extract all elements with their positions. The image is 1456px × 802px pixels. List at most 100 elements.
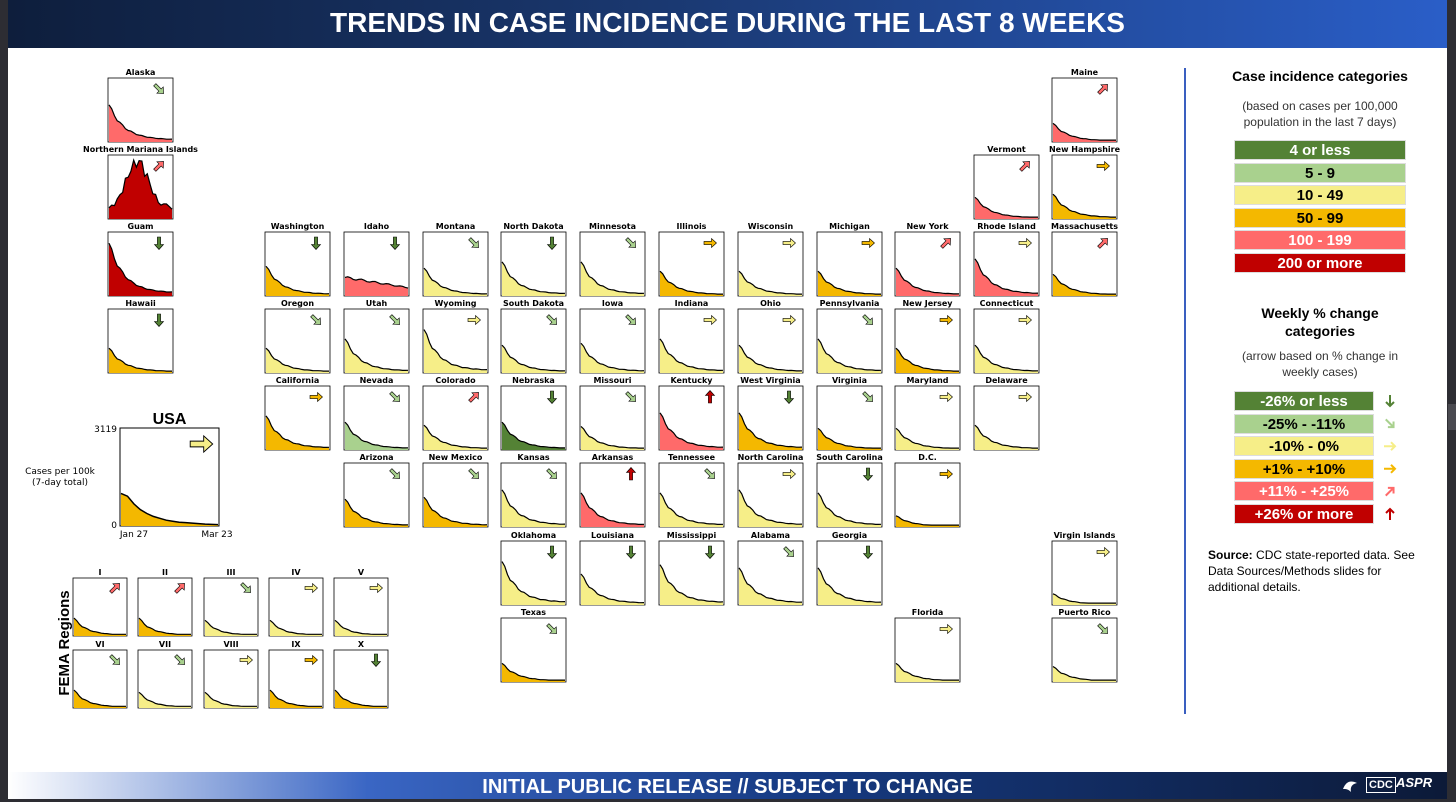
right-arrow-icon (1096, 160, 1110, 172)
tile-area (818, 567, 881, 605)
right-arrow-icon (1018, 314, 1032, 326)
tile-line (738, 489, 803, 525)
tile-area (424, 268, 487, 296)
incidence-category-1: 5 - 9 (1234, 162, 1406, 183)
tile-area (424, 329, 487, 373)
tile-minnesota: Minnesota (579, 222, 646, 297)
down-arrow-icon (783, 390, 795, 404)
tile-nevada: Nevada (343, 376, 410, 451)
down-right-arrow-icon (546, 623, 557, 634)
tile-label: Missouri (593, 376, 631, 385)
right-arrow-icon (861, 237, 875, 249)
tile-area (660, 271, 723, 296)
tile-line (73, 617, 126, 635)
tile-line (659, 564, 724, 603)
tile-area (581, 261, 644, 296)
tile-label: IV (291, 568, 301, 577)
right-arrow-icon (369, 582, 383, 594)
source-label: Source: (1208, 548, 1253, 562)
tile-area (581, 343, 644, 373)
down-arrow-icon (546, 390, 558, 404)
tile-label: VII (159, 640, 171, 649)
tile-arizona: Arizona (343, 453, 410, 528)
tile-line (895, 515, 959, 526)
tile-line (501, 344, 566, 372)
change-category-0: -26% or less (1234, 391, 1374, 411)
down-right-arrow-icon (468, 237, 479, 248)
change-category-4: +11% - +25% (1234, 481, 1374, 502)
right-arrow-icon (939, 468, 953, 480)
tile-area (896, 663, 959, 682)
tile-line (344, 498, 409, 526)
tile-line (501, 662, 565, 681)
legend-down-arrow-icon (1385, 395, 1395, 408)
tile-area (660, 338, 723, 373)
tile-label: Texas (521, 608, 546, 617)
tile-label: West Virginia (740, 376, 800, 385)
tile-rhode-island: Rhode Island (973, 222, 1040, 297)
tile-kentucky: Kentucky (658, 376, 725, 451)
tile-area (109, 243, 172, 296)
tile-california: California (264, 376, 331, 451)
tile-line (659, 412, 724, 448)
right-arrow-icon (304, 654, 318, 666)
down-arrow-icon (625, 545, 637, 559)
tile-area (270, 620, 322, 636)
tile-line (738, 412, 803, 448)
right-arrow-icon (239, 654, 253, 666)
tile-label: Nevada (360, 376, 394, 385)
down-arrow-icon (370, 653, 382, 667)
tile-line (334, 619, 387, 635)
tile-area (502, 261, 565, 296)
tile-label: V (358, 568, 365, 577)
tile-area (335, 620, 387, 636)
tile-area (581, 426, 644, 450)
down-right-arrow-icon (1097, 623, 1108, 634)
right-arrow-icon (304, 582, 318, 594)
tile-area (818, 428, 881, 450)
scroll-handle[interactable] (1448, 404, 1456, 430)
up-right-arrow-icon (174, 583, 185, 594)
tile-label: VI (95, 640, 104, 649)
usa-title: USA (153, 411, 187, 428)
tile-guam: Guam (107, 222, 174, 297)
tile-idaho: Idaho (343, 222, 410, 297)
tile-vermont: Vermont (973, 145, 1040, 220)
tile-georgia: Georgia (816, 531, 883, 606)
tile-area (1053, 593, 1116, 605)
tile-line (738, 270, 802, 295)
legend-up-arrow-icon (1385, 507, 1395, 520)
usa-ylabel-line2: (7-day total) (32, 478, 88, 488)
footer-label: INITIAL PUBLIC RELEASE // SUBJECT TO CHA… (482, 776, 973, 798)
down-arrow-icon (546, 236, 558, 250)
fema-label: FEMA Regions (56, 590, 73, 695)
tile-area (739, 271, 802, 296)
header-bar: TRENDS IN CASE INCIDENCE DURING THE LAST… (8, 0, 1447, 48)
tile-delaware: Delaware (973, 376, 1040, 451)
tile-label: Wyoming (434, 299, 476, 308)
tile-colorado: Colorado (422, 376, 489, 451)
tile-line (108, 243, 173, 293)
tile-label: Arizona (359, 453, 393, 462)
tile-label: Kentucky (671, 376, 714, 385)
tile-maryland: Maryland (894, 376, 961, 451)
change-legend-title: Weekly % change (1261, 305, 1379, 321)
change-category-2: -10% - 0% (1234, 436, 1374, 457)
tile-d-c: D.C. (894, 453, 961, 528)
tile-v: V (333, 568, 389, 637)
tile-mississippi: Mississippi (658, 531, 725, 606)
up-right-arrow-icon (153, 161, 164, 172)
tile-line (108, 347, 172, 372)
tile-line (580, 261, 645, 294)
tile-label: Tennessee (668, 453, 716, 462)
up-right-arrow-icon (468, 392, 479, 403)
tile-area (818, 492, 881, 527)
up-right-arrow-icon (1019, 161, 1030, 172)
tile-label: Maine (1071, 68, 1099, 77)
tile-line (334, 689, 387, 707)
up-arrow-icon (625, 467, 637, 481)
tile-label: Hawaii (125, 299, 156, 308)
down-arrow-icon (153, 313, 165, 327)
tile-line (501, 489, 566, 525)
